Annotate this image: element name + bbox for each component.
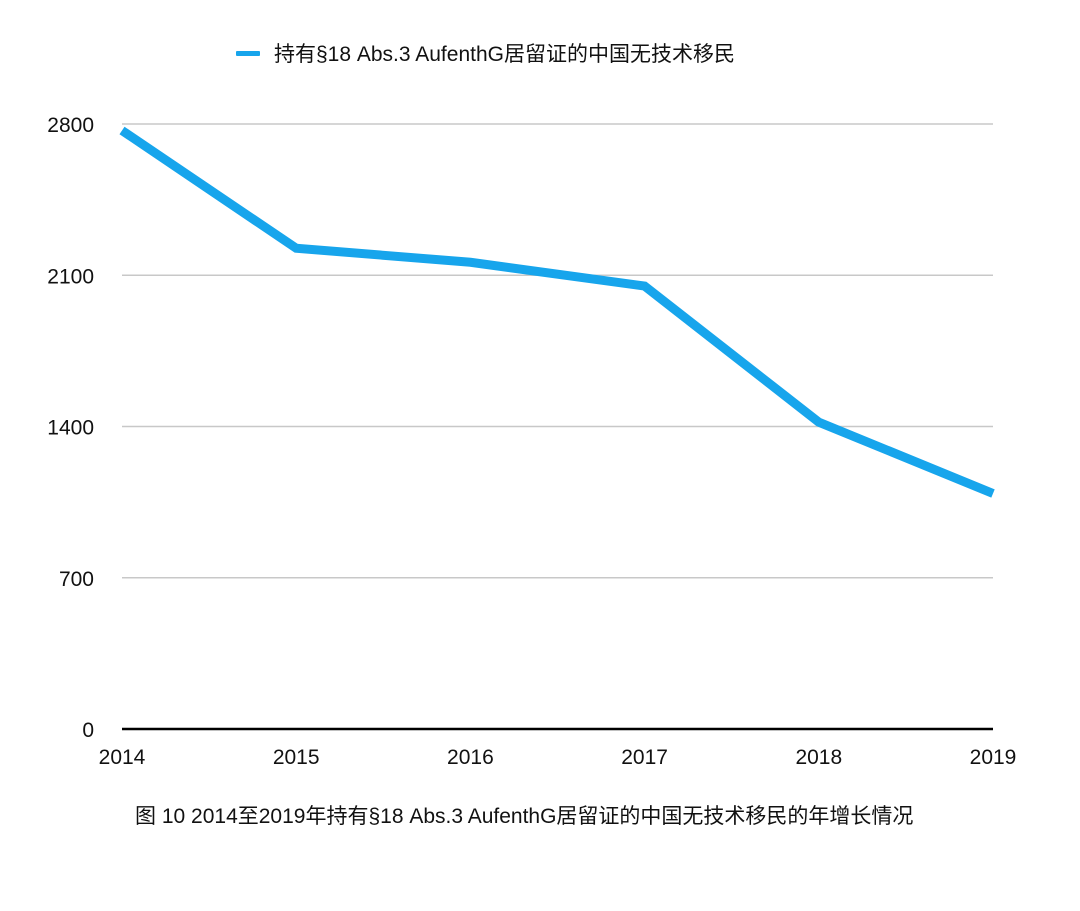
y-axis-ticks: 0 700 1400 2100 2800	[47, 114, 94, 742]
series-line	[119, 126, 995, 498]
y-tick-label: 2100	[47, 265, 94, 288]
x-tick-label: 2016	[447, 746, 494, 769]
x-tick-label: 2015	[273, 746, 320, 769]
x-tick-label: 2019	[970, 746, 1017, 769]
legend-label: 持有§18 Abs.3 AufenthG居留证的中国无技术移民	[274, 43, 735, 66]
x-tick-label: 2017	[621, 746, 668, 769]
x-tick-label: 2014	[99, 746, 146, 769]
chart-legend: 持有§18 Abs.3 AufenthG居留证的中国无技术移民	[236, 38, 735, 68]
figure-caption: 图 10 2014至2019年持有§18 Abs.3 AufenthG居留证的中…	[135, 805, 914, 828]
x-axis-ticks: 2014 2015 2016 2017 2018 2019	[99, 746, 1017, 769]
y-tick-label: 2800	[47, 114, 94, 137]
y-tick-label: 1400	[47, 417, 94, 440]
y-tick-label: 700	[59, 568, 94, 591]
gridlines	[122, 123, 993, 579]
legend-swatch-icon	[236, 50, 260, 56]
x-tick-label: 2018	[795, 746, 842, 769]
y-tick-label: 0	[82, 719, 94, 742]
